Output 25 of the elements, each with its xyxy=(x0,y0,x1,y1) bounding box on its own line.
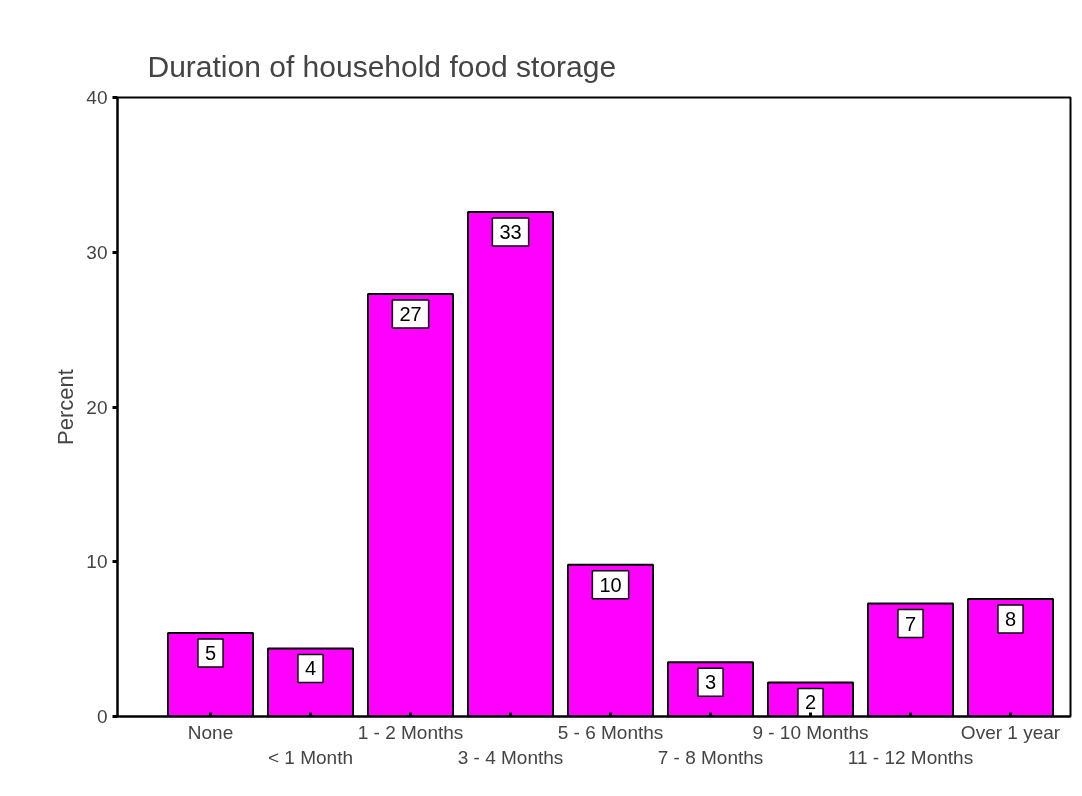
data-label: 3 xyxy=(704,671,717,694)
y-tick-label: 30 xyxy=(86,241,108,263)
data-label: 33 xyxy=(499,221,522,244)
data-label: 4 xyxy=(304,657,317,680)
data-label: 10 xyxy=(599,573,622,596)
chart-title: Duration of household food storage xyxy=(147,49,617,83)
y-tick-label: 0 xyxy=(96,706,108,727)
x-tick-label: 9 - 10 Months xyxy=(752,721,869,743)
data-label: 7 xyxy=(904,612,917,635)
x-tick-label: 7 - 8 Months xyxy=(657,746,764,768)
x-tick-label: < 1 Month xyxy=(267,746,354,768)
x-tick-label: None xyxy=(187,721,234,743)
x-tick-label: 1 - 2 Months xyxy=(357,721,464,743)
y-axis-title: Percent xyxy=(53,369,79,445)
y-tick-label: 40 xyxy=(86,87,108,108)
data-label: 27 xyxy=(399,303,422,326)
data-label: 8 xyxy=(1004,607,1017,630)
data-label: 5 xyxy=(204,641,217,664)
y-tick-label: 20 xyxy=(86,396,108,418)
x-tick-label: Over 1 year xyxy=(960,721,1061,743)
y-tick-label: 10 xyxy=(86,551,108,573)
data-label: 2 xyxy=(804,691,817,714)
x-tick-label: 3 - 4 Months xyxy=(457,746,564,768)
x-tick-label: 5 - 6 Months xyxy=(557,721,664,743)
x-tick-label: 11 - 12 Months xyxy=(847,746,974,768)
